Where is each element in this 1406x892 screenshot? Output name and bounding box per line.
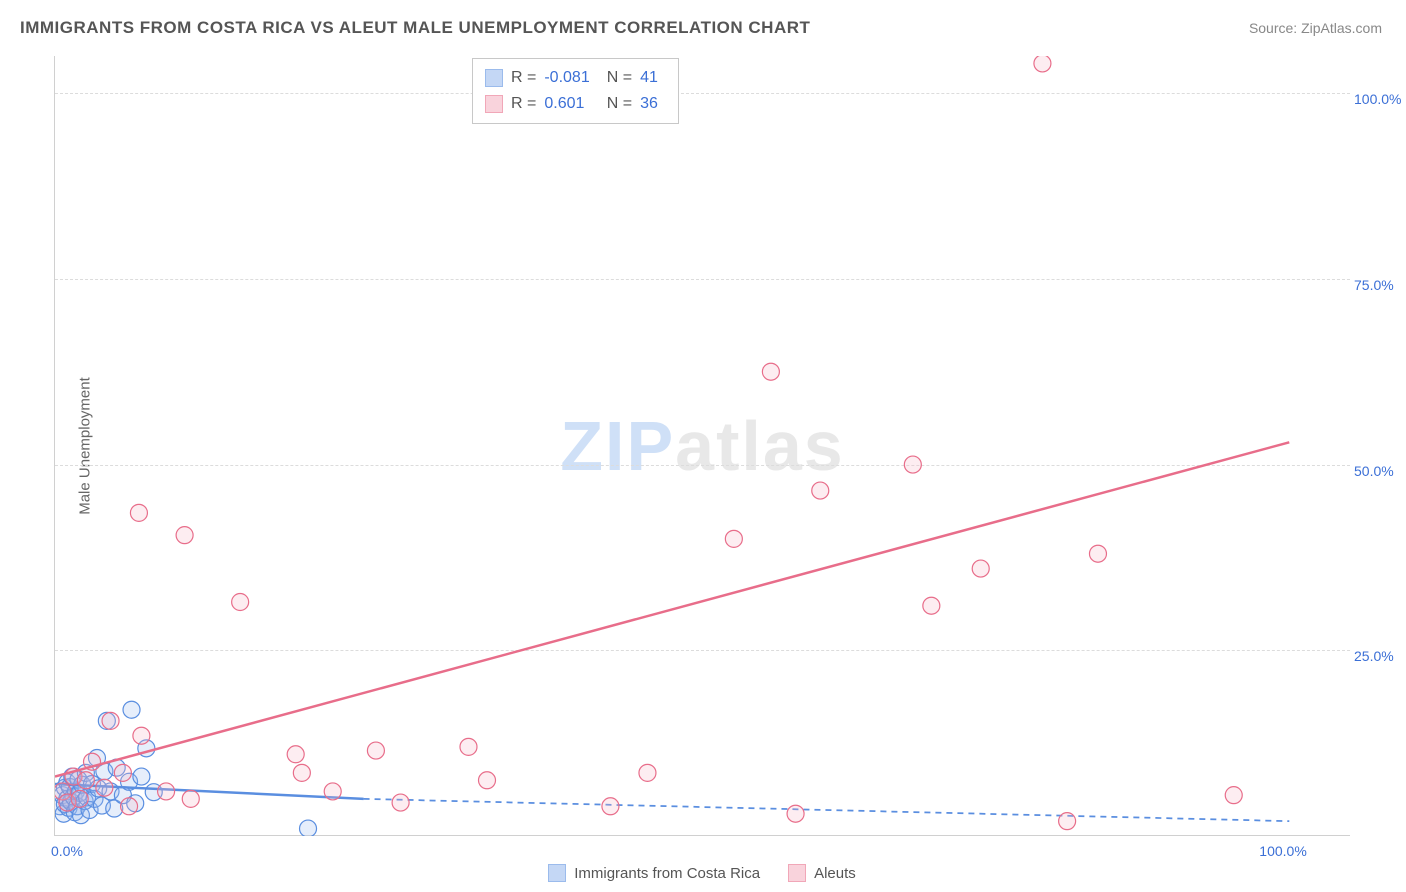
legend-label-costa_rica: Immigrants from Costa Rica bbox=[574, 865, 760, 882]
n-value-costa_rica: 41 bbox=[640, 65, 666, 91]
data-point-aleuts bbox=[293, 764, 310, 781]
source-attribution: Source: ZipAtlas.com bbox=[1249, 20, 1382, 36]
legend-item-aleuts: Aleuts bbox=[788, 864, 856, 882]
y-tick-label: 100.0% bbox=[1354, 91, 1400, 107]
data-point-aleuts bbox=[602, 798, 619, 815]
data-point-aleuts bbox=[787, 805, 804, 822]
data-point-aleuts bbox=[1059, 813, 1076, 830]
stats-row-aleuts: R = 0.601 N = 36 bbox=[485, 91, 666, 117]
y-tick-label: 75.0% bbox=[1354, 277, 1400, 293]
stats-row-costa_rica: R = -0.081 N = 41 bbox=[485, 65, 666, 91]
data-point-aleuts bbox=[1034, 56, 1051, 72]
y-tick-label: 25.0% bbox=[1354, 648, 1400, 664]
data-point-aleuts bbox=[972, 560, 989, 577]
r-label: R = bbox=[511, 91, 536, 117]
data-point-aleuts bbox=[176, 527, 193, 544]
r-value-aleuts: 0.601 bbox=[544, 91, 594, 117]
data-point-aleuts bbox=[812, 482, 829, 499]
x-tick-label: 100.0% bbox=[1259, 843, 1306, 859]
swatch-aleuts-icon bbox=[485, 95, 503, 113]
r-label: R = bbox=[511, 65, 536, 91]
data-point-aleuts bbox=[1089, 545, 1106, 562]
data-point-costa_rica bbox=[300, 820, 317, 836]
legend-item-costa_rica: Immigrants from Costa Rica bbox=[548, 864, 760, 882]
data-point-aleuts bbox=[762, 363, 779, 380]
correlation-stats-box: R = -0.081 N = 41 R = 0.601 N = 36 bbox=[472, 58, 679, 124]
swatch-aleuts-icon bbox=[788, 864, 806, 882]
data-point-aleuts bbox=[367, 742, 384, 759]
data-point-aleuts bbox=[71, 790, 88, 807]
data-point-aleuts bbox=[114, 764, 131, 781]
data-point-aleuts bbox=[479, 772, 496, 789]
data-point-aleuts bbox=[639, 764, 656, 781]
data-point-costa_rica bbox=[133, 768, 150, 785]
n-label: N = bbox=[602, 91, 632, 117]
scatter-svg bbox=[55, 56, 1351, 836]
data-point-aleuts bbox=[392, 794, 409, 811]
data-point-costa_rica bbox=[123, 701, 140, 718]
x-tick-label: 0.0% bbox=[51, 843, 83, 859]
y-tick-label: 50.0% bbox=[1354, 463, 1400, 479]
data-point-aleuts bbox=[904, 456, 921, 473]
data-point-aleuts bbox=[121, 798, 138, 815]
data-point-aleuts bbox=[923, 597, 940, 614]
data-point-aleuts bbox=[102, 712, 119, 729]
data-point-aleuts bbox=[460, 738, 477, 755]
data-point-aleuts bbox=[133, 727, 150, 744]
data-point-aleuts bbox=[77, 772, 94, 789]
n-label: N = bbox=[602, 65, 632, 91]
data-point-aleuts bbox=[324, 783, 341, 800]
data-point-aleuts bbox=[232, 594, 249, 611]
data-point-aleuts bbox=[130, 504, 147, 521]
data-point-aleuts bbox=[158, 783, 175, 800]
data-point-aleuts bbox=[287, 746, 304, 763]
swatch-costa_rica-icon bbox=[485, 69, 503, 87]
r-value-costa_rica: -0.081 bbox=[544, 65, 594, 91]
swatch-costa_rica-icon bbox=[548, 864, 566, 882]
n-value-aleuts: 36 bbox=[640, 91, 666, 117]
legend-label-aleuts: Aleuts bbox=[814, 865, 856, 882]
chart-title: IMMIGRANTS FROM COSTA RICA VS ALEUT MALE… bbox=[20, 18, 810, 38]
data-point-aleuts bbox=[96, 779, 113, 796]
data-point-aleuts bbox=[725, 530, 742, 547]
legend: Immigrants from Costa Rica Aleuts bbox=[54, 864, 1350, 882]
plot-area: ZIPatlas 25.0%50.0%75.0%100.0%0.0%100.0% bbox=[54, 56, 1350, 836]
data-point-aleuts bbox=[1225, 787, 1242, 804]
data-point-aleuts bbox=[182, 790, 199, 807]
regression-extrapolation-costa_rica bbox=[364, 799, 1290, 821]
